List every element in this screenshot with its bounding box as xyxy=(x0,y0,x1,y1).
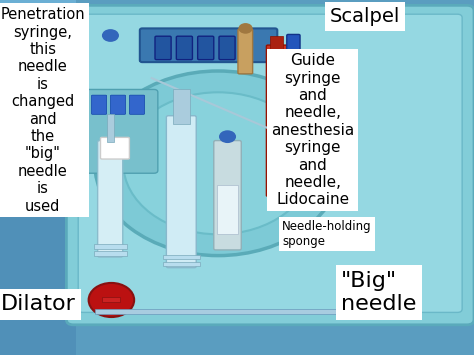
FancyBboxPatch shape xyxy=(166,116,196,268)
Circle shape xyxy=(95,71,341,256)
FancyBboxPatch shape xyxy=(129,95,145,114)
FancyBboxPatch shape xyxy=(219,36,235,60)
FancyBboxPatch shape xyxy=(66,5,474,325)
Bar xyxy=(0,0,76,160)
Bar xyxy=(95,309,379,314)
FancyBboxPatch shape xyxy=(140,28,277,62)
Text: Dilator: Dilator xyxy=(0,294,75,314)
FancyBboxPatch shape xyxy=(238,29,253,74)
FancyBboxPatch shape xyxy=(359,307,375,316)
FancyBboxPatch shape xyxy=(287,34,300,179)
Text: Needle-holding
sponge: Needle-holding sponge xyxy=(282,220,372,248)
Bar xyxy=(94,244,127,248)
FancyBboxPatch shape xyxy=(214,141,241,250)
FancyBboxPatch shape xyxy=(91,95,107,114)
FancyBboxPatch shape xyxy=(110,95,126,114)
Bar xyxy=(163,255,200,259)
Bar xyxy=(270,36,283,60)
Circle shape xyxy=(238,23,253,34)
FancyBboxPatch shape xyxy=(155,36,171,60)
Bar xyxy=(163,262,200,266)
Text: Scalpel: Scalpel xyxy=(329,7,400,26)
Circle shape xyxy=(123,92,313,234)
FancyBboxPatch shape xyxy=(82,89,158,173)
FancyBboxPatch shape xyxy=(198,36,214,60)
Text: Guide
syringe
and
needle,
anesthesia
syringe
and
needle,
Lidocaine: Guide syringe and needle, anesthesia syr… xyxy=(271,53,355,207)
Bar xyxy=(173,89,190,124)
Circle shape xyxy=(89,283,134,317)
Bar xyxy=(217,185,238,234)
FancyBboxPatch shape xyxy=(266,45,287,196)
Bar xyxy=(107,114,114,142)
FancyBboxPatch shape xyxy=(98,141,123,257)
FancyBboxPatch shape xyxy=(78,14,462,312)
Bar xyxy=(0,160,76,355)
Text: "Big"
needle: "Big" needle xyxy=(341,271,417,314)
Circle shape xyxy=(219,130,236,143)
Circle shape xyxy=(348,279,391,311)
Text: Penetration
syringe,
this
needle
is
changed
and
the
"big"
needle
is
used: Penetration syringe, this needle is chan… xyxy=(0,7,85,213)
Circle shape xyxy=(102,29,119,42)
Bar xyxy=(102,297,120,302)
Bar xyxy=(94,251,127,256)
FancyBboxPatch shape xyxy=(100,137,129,159)
FancyBboxPatch shape xyxy=(176,36,192,60)
